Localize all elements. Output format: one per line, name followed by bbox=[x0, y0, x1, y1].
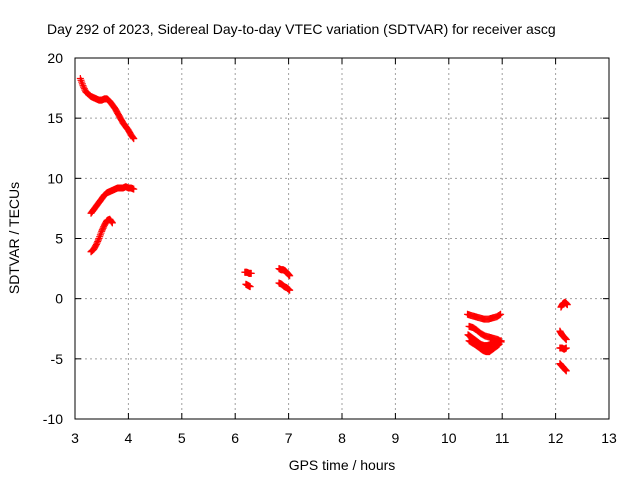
data-point bbox=[130, 135, 138, 143]
x-tick-label: 11 bbox=[495, 430, 510, 446]
x-tick-label: 3 bbox=[71, 430, 79, 446]
series-pass-e-1 bbox=[557, 298, 571, 311]
series-pass-d-3 bbox=[464, 331, 505, 350]
data-point bbox=[79, 82, 87, 90]
series-pass-e-4 bbox=[556, 360, 570, 375]
x-tick-label: 4 bbox=[125, 430, 133, 446]
data-point bbox=[284, 285, 292, 293]
data-point bbox=[93, 239, 101, 247]
data-point bbox=[286, 272, 294, 280]
series-pass-a-middle bbox=[87, 183, 138, 217]
data-point bbox=[94, 236, 102, 244]
y-tick-label: 20 bbox=[47, 50, 63, 66]
data-point bbox=[562, 344, 570, 352]
x-tick-label: 12 bbox=[548, 430, 564, 446]
x-axis-label: GPS time / hours bbox=[289, 457, 396, 473]
data-point bbox=[493, 342, 501, 350]
x-tick-label: 10 bbox=[441, 430, 457, 446]
series-pass-a-lower bbox=[87, 215, 116, 256]
series-pass-b-2 bbox=[242, 280, 254, 291]
series-pass-e-3 bbox=[556, 344, 570, 353]
grid-lines bbox=[75, 58, 609, 419]
data-point bbox=[563, 301, 571, 309]
series-pass-d-4 bbox=[465, 337, 503, 356]
series-pass-e-2 bbox=[556, 327, 570, 344]
data-point bbox=[129, 134, 137, 142]
data-point bbox=[495, 340, 503, 348]
data-point bbox=[562, 367, 570, 375]
y-tick-label: 5 bbox=[55, 231, 63, 247]
y-tick-label: 15 bbox=[47, 110, 63, 126]
data-point bbox=[80, 83, 88, 91]
data-point bbox=[98, 226, 106, 234]
y-tick-label: -10 bbox=[43, 411, 63, 427]
data-point bbox=[108, 218, 116, 226]
series-pass-c-1 bbox=[275, 265, 294, 280]
data-points bbox=[76, 74, 571, 375]
data-point bbox=[497, 337, 505, 345]
data-point bbox=[108, 219, 116, 227]
data-point bbox=[497, 310, 505, 318]
data-point bbox=[92, 241, 100, 249]
y-tick-label: 10 bbox=[47, 170, 63, 186]
data-point bbox=[562, 336, 570, 344]
data-point bbox=[99, 224, 107, 232]
data-point bbox=[98, 227, 106, 235]
y-tick-label: 0 bbox=[55, 291, 63, 307]
data-point bbox=[247, 269, 255, 277]
series-pass-c-2 bbox=[275, 279, 294, 294]
data-point bbox=[130, 185, 138, 193]
data-point bbox=[494, 341, 502, 349]
x-tick-label: 7 bbox=[285, 430, 293, 446]
data-point bbox=[286, 286, 294, 294]
y-tick-label: -5 bbox=[51, 351, 64, 367]
x-tick-label: 6 bbox=[231, 430, 239, 446]
plot-frame bbox=[74, 57, 610, 420]
data-point bbox=[246, 283, 254, 291]
x-tick-label: 8 bbox=[338, 430, 346, 446]
data-point bbox=[80, 85, 88, 93]
data-point bbox=[94, 238, 102, 246]
data-point bbox=[496, 311, 504, 319]
series-pass-b-1 bbox=[241, 268, 255, 277]
series-pass-a-upper bbox=[76, 74, 138, 143]
chart-title: Day 292 of 2023, Sidereal Day-to-day VTE… bbox=[47, 21, 556, 37]
x-tick-label: 9 bbox=[392, 430, 400, 446]
x-tick-label: 13 bbox=[601, 430, 617, 446]
axis-ticks: 3 4 5 6 7 8 9 10 11 12 13 -10 -5 0 5 10 15 20 bbox=[43, 50, 617, 446]
x-tick-label: 5 bbox=[178, 430, 186, 446]
y-axis-label: SDTVAR / TECUs bbox=[6, 182, 22, 294]
series-pass-d-1 bbox=[463, 310, 505, 323]
data-point bbox=[285, 286, 293, 294]
